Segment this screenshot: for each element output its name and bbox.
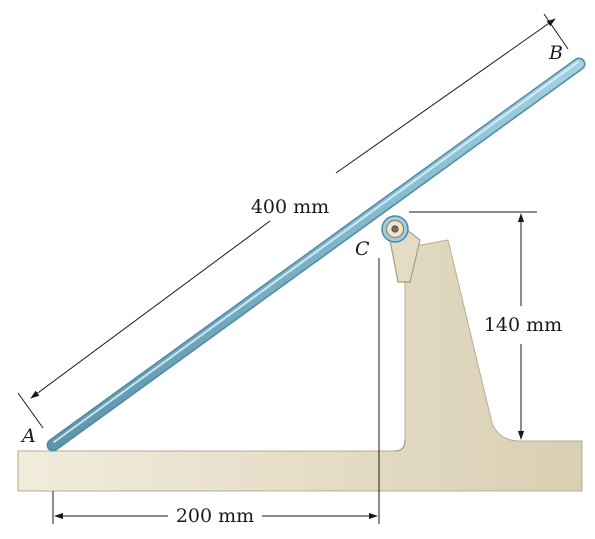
rod-length-label: 400 mm [251, 196, 329, 218]
point-b-label: B [548, 42, 563, 64]
ground-slab [17, 239, 583, 492]
extension-line-a [17, 392, 44, 429]
point-a-label: A [20, 425, 36, 447]
rod-ab-body [48, 59, 584, 450]
point-c-label: C [355, 238, 370, 260]
height-label: 140 mm [484, 314, 562, 336]
horizontal-label: 200 mm [176, 505, 254, 527]
dimension-line-rod-lower [30, 220, 271, 399]
support-shadow-edge [394, 439, 406, 452]
pin-c [391, 225, 399, 233]
dimension-line-rod-upper [335, 18, 556, 174]
rod-ab-highlight [53, 61, 579, 443]
